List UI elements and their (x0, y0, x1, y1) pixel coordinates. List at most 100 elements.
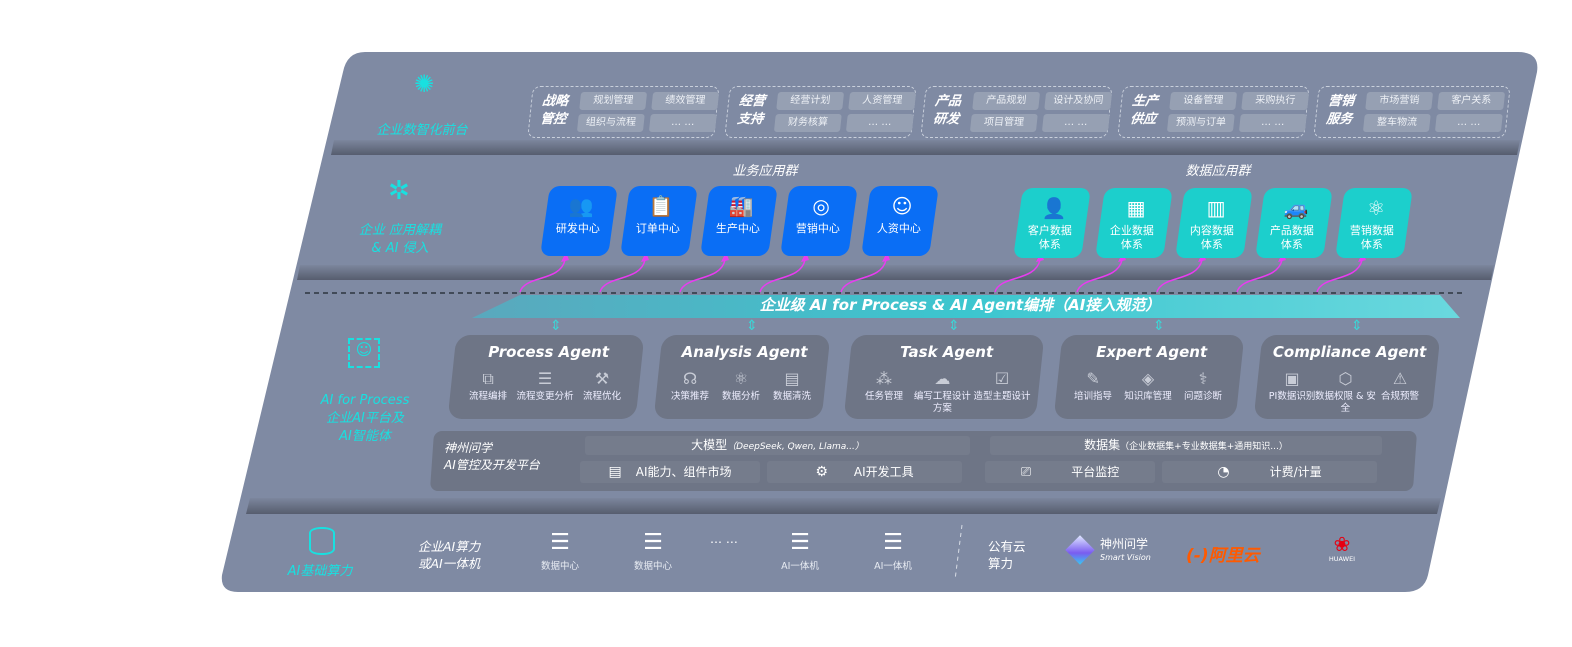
group-item[interactable]: 绩效管理 (651, 92, 720, 110)
label-line: 产品数据 (1269, 224, 1314, 237)
data-app-card[interactable]: ⚛ 营销数据 体系 (1335, 188, 1413, 258)
card-label: 生产中心 (715, 222, 760, 235)
vendor-smart-vision[interactable]: 神州问学 Smart Vision (1100, 538, 1151, 564)
card-label: 客户数据 体系 (1016, 224, 1084, 252)
group-item[interactable]: 规划管理 (579, 92, 648, 110)
group-item[interactable]: … … (1434, 114, 1503, 132)
market-button[interactable]: ▤ AI能力、组件市场 (580, 461, 760, 483)
agent-title: Compliance Agent (1272, 343, 1427, 361)
model-note: （DeepSeek, Qwen, Llama...） (727, 442, 864, 452)
card-label: 产品数据 体系 (1258, 224, 1326, 252)
devtools-button[interactable]: ⚙ AI开发工具 (767, 461, 962, 483)
data-app-card[interactable]: 👤 客户数据 体系 (1013, 188, 1091, 258)
label-line: 企业AI平台及 (326, 411, 404, 426)
agent-capability[interactable]: ☰ 流程变更分析 (513, 369, 577, 403)
label-line: AI智能体 (339, 429, 391, 444)
group-item[interactable]: 预测与订单 (1166, 114, 1235, 132)
local-compute-label: 企业AI算力 或AI一体机 (418, 538, 480, 572)
group-item[interactable]: … … (1238, 114, 1307, 132)
group-item[interactable]: 产品规划 (972, 92, 1041, 110)
agent-card[interactable]: Process Agent ⧉ 流程编排 ☰ 流程变更分析 ⚒ 流程优化 (447, 335, 645, 419)
label-line: 体系 (1120, 238, 1143, 251)
books-icon: ▥ (1206, 196, 1226, 220)
group-item[interactable]: … … (845, 114, 914, 132)
vendor-name: HUAWEI (1328, 555, 1356, 563)
down-arrow-icon: ⇕ (746, 318, 758, 334)
alert-icon: ⚠ (1392, 369, 1408, 388)
group-item[interactable]: 整车物流 (1362, 114, 1431, 132)
dataset-bar[interactable]: 数据集（企业数据集+专业数据集+通用知识...） (990, 436, 1382, 455)
group-item[interactable]: 组织与流程 (576, 114, 645, 132)
capability-label: 问题诊断 (1184, 391, 1223, 402)
group-item[interactable]: 经营计划 (776, 92, 845, 110)
capability-label: 任务管理 (865, 391, 904, 402)
group-title: 战略管控 (539, 94, 569, 127)
agent-capability[interactable]: ⁂ 任务管理 (852, 369, 916, 403)
model-bar[interactable]: 大模型（DeepSeek, Qwen, Llama...） (585, 436, 970, 455)
document-icon: ▤ (784, 369, 800, 388)
agent-card[interactable]: Expert Agent ✎ 培训指导 ◈ 知识库管理 ⚕ 问题诊断 (1053, 335, 1245, 419)
group-item[interactable]: 人资管理 (848, 92, 917, 110)
agent-capability[interactable]: ☑ 造型主题设计 (970, 369, 1034, 403)
group-item[interactable]: 设计及协同 (1044, 92, 1113, 110)
agent-capability[interactable]: ⚠ 合规预警 (1368, 369, 1432, 403)
front-group: 生产供应 设备管理 采购执行 预测与订单… … (1117, 86, 1310, 138)
diagnosis-icon: ⚕ (1199, 369, 1208, 388)
agent-card[interactable]: Task Agent ⁂ 任务管理 ☁ 编写工程设计方案 ☑ 造型主题设计 (843, 335, 1045, 419)
compute-node[interactable]: ☰ 数据中心 (628, 530, 678, 572)
business-app-card[interactable]: 👥 研发中心 (540, 186, 618, 256)
optimize-icon: ⚒ (595, 369, 610, 388)
agent-title: Task Agent (900, 343, 994, 361)
data-app-card[interactable]: 🚙 产品数据 体系 (1255, 188, 1333, 258)
atom-icon: ⚛ (1367, 196, 1386, 220)
layer-label-infra: AI基础算力 (287, 564, 353, 579)
business-app-card[interactable]: ◎ 营销中心 (780, 186, 858, 256)
group-title: 产品研发 (932, 94, 962, 127)
billing-button[interactable]: ◔ 计费/计量 (1162, 461, 1377, 483)
compute-node[interactable]: ☰ AI一体机 (775, 530, 825, 572)
vendor-sub: Smart Vision (1100, 553, 1151, 562)
agent-capability[interactable]: ☁ 编写工程设计方案 (910, 369, 974, 415)
business-app-card[interactable]: ☺ 人资中心 (861, 186, 939, 256)
arrow-head (801, 252, 809, 262)
label-line: 体系 (1038, 238, 1061, 251)
connector-arrow (519, 259, 566, 293)
group-item[interactable]: 财务核算 (773, 114, 842, 132)
billing-label: 计费/计量 (1269, 465, 1322, 479)
clipboard-icon: 📋 (648, 194, 674, 218)
server-icon: ☰ (550, 530, 570, 555)
connector-arrow (994, 259, 1041, 293)
arrow-head (721, 252, 729, 262)
agent-capability[interactable]: ▤ 数据清洗 (760, 369, 824, 403)
vendor-aliyun[interactable]: (-)阿里云 (1186, 541, 1260, 566)
agent-card[interactable]: Analysis Agent ☊ 决策推荐 ⚛ 数据分析 ▤ 数据清洗 (653, 335, 831, 419)
group-item[interactable]: 项目管理 (969, 114, 1038, 132)
orchestration-bar (472, 295, 1460, 318)
group-item[interactable]: … … (1041, 114, 1110, 132)
group-item[interactable]: 采购执行 (1241, 92, 1310, 110)
label-line: 或AI一体机 (418, 556, 481, 571)
agent-capability[interactable]: ⚕ 问题诊断 (1171, 369, 1235, 403)
arrow-head (641, 252, 649, 262)
agent-capability[interactable]: ⧉ 流程编排 (456, 369, 520, 403)
group-item[interactable]: 市场营销 (1365, 92, 1434, 110)
agent-card[interactable]: Compliance Agent ▣ PI数据识别 ⬡ 数据权限 & 安全 ⚠ 合规预警 (1253, 335, 1441, 419)
group-title: 生产供应 (1129, 94, 1159, 127)
group-title: 营销服务 (1325, 94, 1355, 127)
business-app-card[interactable]: 🏭 生产中心 (700, 186, 778, 256)
title-line: AI管控及开发平台 (444, 458, 540, 472)
data-app-card[interactable]: ▥ 内容数据 体系 (1175, 188, 1253, 258)
group-item[interactable]: … … (648, 114, 717, 132)
group-title: 经营支持 (736, 94, 766, 127)
group-item[interactable]: 客户关系 (1437, 92, 1506, 110)
model-label: 大模型 (691, 438, 728, 452)
agent-capability[interactable]: ⚒ 流程优化 (570, 369, 634, 403)
node-label: 数据中心 (633, 561, 672, 572)
compute-node[interactable]: ☰ 数据中心 (535, 530, 585, 572)
group-item[interactable]: 设备管理 (1169, 92, 1238, 110)
vendor-huawei[interactable]: ❀ HUAWEI (1322, 533, 1362, 563)
business-app-card[interactable]: 📋 订单中心 (620, 186, 698, 256)
monitor-button[interactable]: ⎚ 平台监控 (985, 461, 1155, 483)
data-app-card[interactable]: ▦ 企业数据 体系 (1095, 188, 1173, 258)
compute-node[interactable]: ☰ AI一体机 (868, 530, 918, 572)
